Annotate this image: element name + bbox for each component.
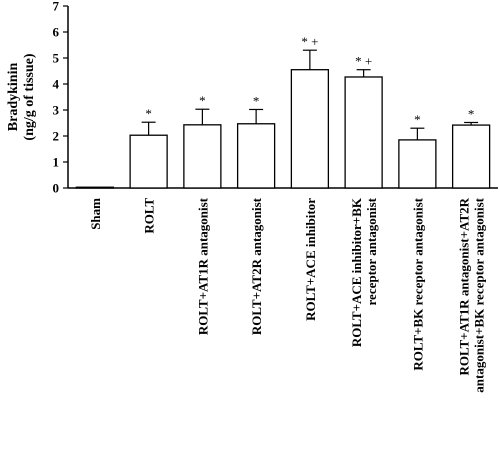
y-tick-label: 7 — [53, 0, 60, 14]
x-category-label: ROLT+AT2R antagonist — [249, 197, 264, 335]
bar — [183, 124, 222, 189]
y-tick-label: 0 — [53, 181, 60, 196]
y-tick-label: 4 — [53, 77, 60, 92]
y-tick-label: 2 — [53, 129, 60, 144]
significance-mark: * + — [355, 54, 372, 69]
significance-mark: * — [253, 93, 260, 108]
bar — [75, 186, 115, 189]
x-category-label: ROLT+AT1R antagonist+AT2R — [457, 197, 472, 375]
bar — [451, 124, 491, 189]
y-axis-label-line: (ng/g of tissue) — [22, 53, 37, 140]
x-category-label: ROLT+ACE inhibitor — [303, 198, 318, 321]
x-category-label: ROLT+AT1R antagonist — [195, 197, 210, 335]
significance-mark: * + — [301, 34, 318, 49]
x-category-label: ROLT+BK receptor antagonist — [410, 197, 425, 370]
y-tick-label: 5 — [53, 51, 60, 66]
significance-mark: * — [199, 93, 206, 108]
x-category-label: Sham — [88, 198, 103, 230]
x-category-label: receptor antagonist — [364, 197, 379, 305]
y-axis-label: Bradykinin (ng/g of tissue) — [6, 53, 37, 140]
significance-mark: * — [414, 112, 421, 127]
x-axis-labels: Sham ROLT ROLT+AT1R antagonist ROLT+AT2R an… — [88, 197, 487, 393]
significance-mark: * — [468, 106, 475, 121]
y-axis-ticks: 0 1 2 3 4 5 6 7 — [53, 0, 68, 196]
x-category-label: ROLT — [142, 198, 157, 234]
significance-mark: * — [145, 106, 152, 121]
y-tick-label: 6 — [53, 25, 60, 40]
y-axis-label-line: Bradykinin — [6, 63, 21, 132]
y-tick-label: 3 — [53, 103, 60, 118]
bar — [398, 139, 437, 189]
x-category-label: ROLT+ACE inhibitor+BK — [349, 197, 364, 347]
bar — [236, 123, 276, 189]
bars: * * * * + * + * * — [75, 34, 491, 189]
bar — [344, 76, 383, 189]
bar — [290, 69, 330, 189]
y-tick-label: 1 — [53, 155, 60, 170]
bar — [129, 134, 168, 189]
x-category-label: antagonist+BK receptor antagonist — [472, 197, 487, 392]
